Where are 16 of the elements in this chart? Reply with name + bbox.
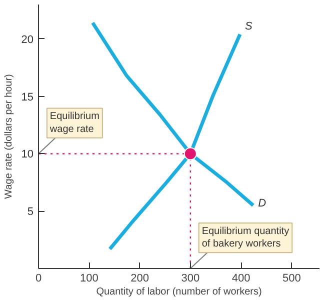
series-label: D bbox=[258, 197, 266, 210]
y-tick-label: 10 bbox=[21, 148, 34, 161]
x-tick-label: 0 bbox=[35, 272, 42, 284]
y-tick-label: 20 bbox=[21, 34, 34, 46]
annotation: Equilibrium wage rate bbox=[48, 111, 100, 135]
x-tick-label: 100 bbox=[80, 272, 98, 284]
series-label: S bbox=[245, 20, 254, 32]
x-tick-label: 500 bbox=[282, 272, 301, 284]
annotation: Equilibrium quantity of bakery workers bbox=[202, 226, 290, 250]
x-tick-label: 300 bbox=[181, 272, 200, 284]
y-axis-title: Wage rate (dollars per hour) bbox=[3, 74, 14, 199]
x-tick-label: 400 bbox=[232, 272, 250, 284]
x-tick-label: 200 bbox=[130, 272, 149, 284]
y-tick-label: 5 bbox=[27, 206, 34, 218]
x-axis-title: Quantity of labor (number of workers) bbox=[96, 286, 262, 298]
y-tick-label: 15 bbox=[21, 91, 34, 104]
